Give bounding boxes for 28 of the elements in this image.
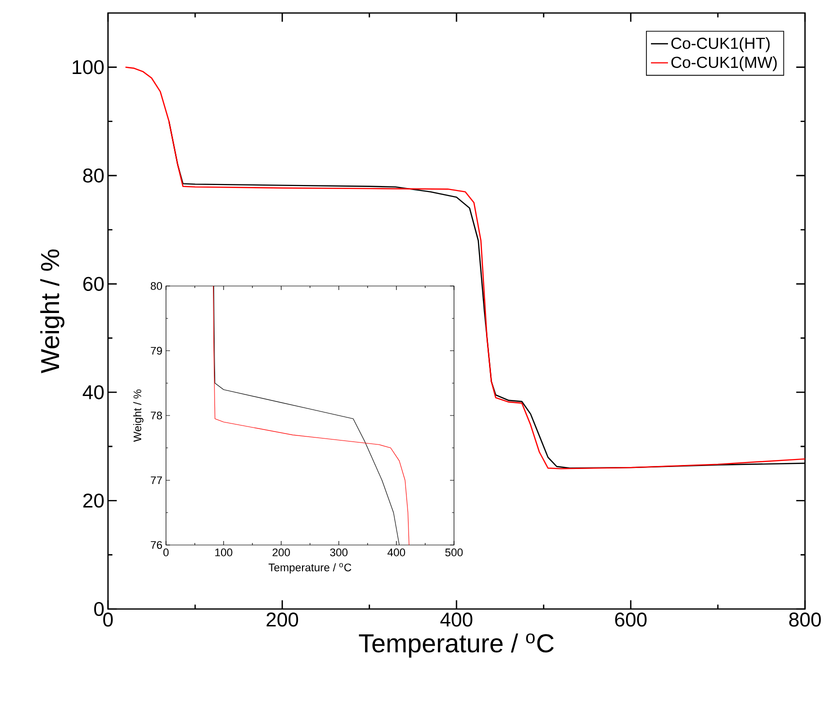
y-tick-label: 60 <box>83 276 104 291</box>
legend-label: Co-CUK1(HT) <box>671 37 770 52</box>
x-axis-title: Temperature / $^{o}$C <box>268 563 352 574</box>
y-tick-label: 80 <box>83 168 104 183</box>
y-tick-label: 100 <box>72 60 104 74</box>
x-tick-label: 0 <box>163 548 169 556</box>
y-tick-label: 20 <box>83 494 104 508</box>
x-tick-label: 200 <box>272 548 290 556</box>
x-tick-label: 300 <box>330 548 348 556</box>
x-axis-title: Temperature / $^{o}$C <box>358 633 554 658</box>
x-tick-label: 200 <box>266 612 298 627</box>
y-tick-label: 80 <box>150 282 162 290</box>
x-tick-label: 600 <box>615 612 647 627</box>
y-tick-label: 0 <box>94 602 104 616</box>
y-axis-title: Weight / % <box>133 390 144 442</box>
x-tick-label: 400 <box>388 548 406 556</box>
x-tick-label: 100 <box>215 548 232 556</box>
legend-label: Co-CUK1(MW) <box>671 56 777 72</box>
y-tick-label: 40 <box>82 385 104 400</box>
y-axis-title: Weight / % <box>40 250 64 374</box>
y-tick-label: 77 <box>150 476 162 484</box>
x-tick-label: 400 <box>440 612 472 627</box>
y-tick-label: 76 <box>150 541 162 549</box>
y-tick-label: 79 <box>150 346 162 355</box>
x-tick-label: 0 <box>103 612 113 627</box>
x-tick-label: 500 <box>445 548 463 556</box>
y-tick-label: 78 <box>150 412 162 420</box>
x-tick-label: 800 <box>789 612 821 627</box>
